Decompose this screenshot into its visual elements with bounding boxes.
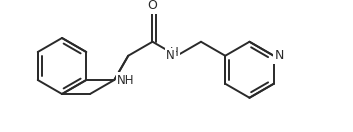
Text: N: N xyxy=(275,49,284,62)
Text: N: N xyxy=(166,49,175,62)
Text: NH: NH xyxy=(117,74,135,86)
Text: H: H xyxy=(170,46,179,59)
Text: O: O xyxy=(148,0,157,12)
